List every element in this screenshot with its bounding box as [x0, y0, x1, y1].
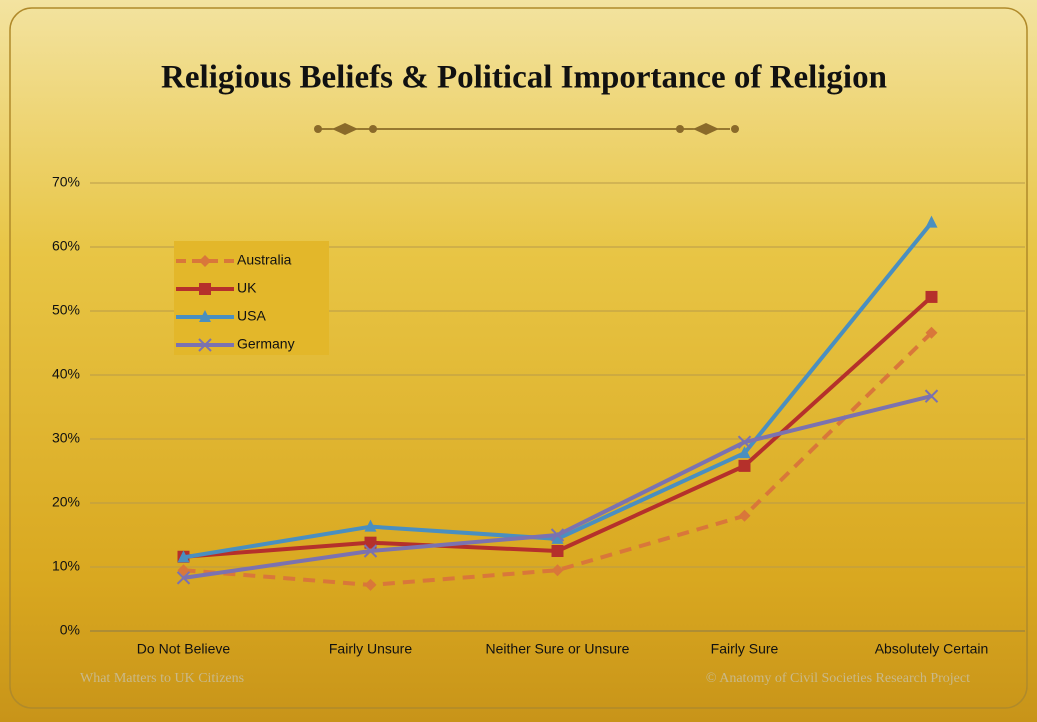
- marker: [925, 290, 938, 303]
- y-tick-label: 0%: [60, 622, 80, 638]
- footer-right: © Anatomy of Civil Societies Research Pr…: [706, 671, 970, 686]
- x-tick-label: Fairly Unsure: [329, 641, 412, 657]
- x-tick-label: Neither Sure or Unsure: [486, 641, 630, 657]
- y-tick-label: 60%: [52, 238, 80, 254]
- marker: [550, 528, 565, 542]
- series-line: [183, 331, 933, 587]
- x-tick-label: Fairly Sure: [711, 641, 779, 657]
- marker: [364, 578, 377, 591]
- marker: [738, 446, 751, 459]
- marker: [199, 283, 211, 295]
- marker: [198, 338, 212, 352]
- marker: [177, 564, 190, 577]
- y-tick-label: 30%: [52, 430, 80, 446]
- legend-label: Germany: [237, 336, 295, 352]
- marker: [738, 459, 751, 472]
- frame: [9, 7, 1028, 709]
- legend-label: UK: [237, 280, 257, 296]
- chart-title: Religious Beliefs & Political Importance…: [161, 60, 887, 96]
- marker: [364, 519, 377, 532]
- x-tick-label: Do Not Believe: [137, 641, 231, 657]
- marker: [364, 536, 377, 549]
- marker: [925, 326, 938, 339]
- marker: [199, 310, 211, 322]
- y-tick-label: 10%: [52, 558, 80, 574]
- marker: [551, 531, 564, 544]
- legend-label: Australia: [237, 252, 292, 268]
- marker: [177, 550, 190, 563]
- footer-left: What Matters to UK Citizens: [80, 671, 244, 686]
- y-tick-label: 40%: [52, 366, 80, 382]
- y-tick-label: 50%: [52, 302, 80, 318]
- marker: [199, 255, 211, 267]
- marker: [738, 509, 751, 522]
- ornament: [314, 123, 739, 135]
- marker: [363, 544, 378, 558]
- y-tick-label: 70%: [52, 174, 80, 190]
- marker: [924, 389, 939, 403]
- marker: [925, 215, 938, 228]
- marker: [176, 571, 191, 585]
- x-tick-label: Absolutely Certain: [875, 641, 989, 657]
- marker: [551, 564, 564, 577]
- marker: [737, 435, 752, 449]
- legend: Australia UK USA Germany: [174, 241, 329, 355]
- marker: [551, 545, 564, 557]
- y-tick-label: 20%: [52, 494, 80, 510]
- legend-label: USA: [237, 308, 266, 324]
